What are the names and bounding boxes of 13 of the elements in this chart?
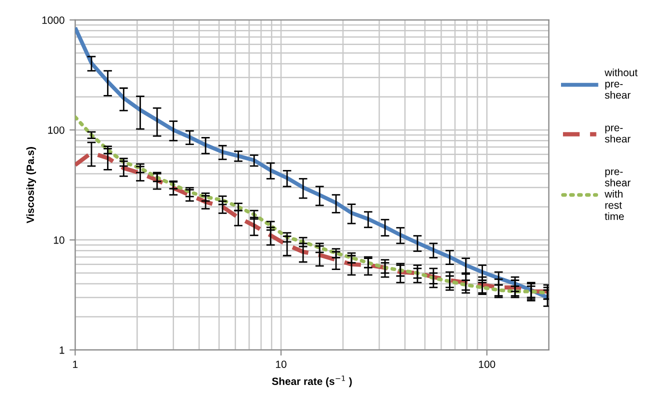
x-tick-label: 1	[73, 360, 78, 368]
y-tick-label: 1	[60, 346, 64, 354]
legend-label: without pre-shear	[604, 68, 638, 99]
y-tick-label: 10	[54, 236, 64, 244]
line-series	[75, 150, 549, 294]
x-tick-label: 100	[478, 360, 496, 368]
x-tick-label: 10	[276, 360, 286, 368]
legend-label: pre-shear with rest time	[604, 169, 631, 220]
y-axis-title: Viscosity (Pa.s)	[26, 147, 36, 224]
legend-label: pre-shear	[604, 126, 631, 143]
x-axis-title: Shear rate (s$^{−1}$ )	[272, 376, 352, 388]
y-tick-label: 100	[48, 126, 64, 134]
y-tick-label: 1000	[42, 16, 64, 24]
